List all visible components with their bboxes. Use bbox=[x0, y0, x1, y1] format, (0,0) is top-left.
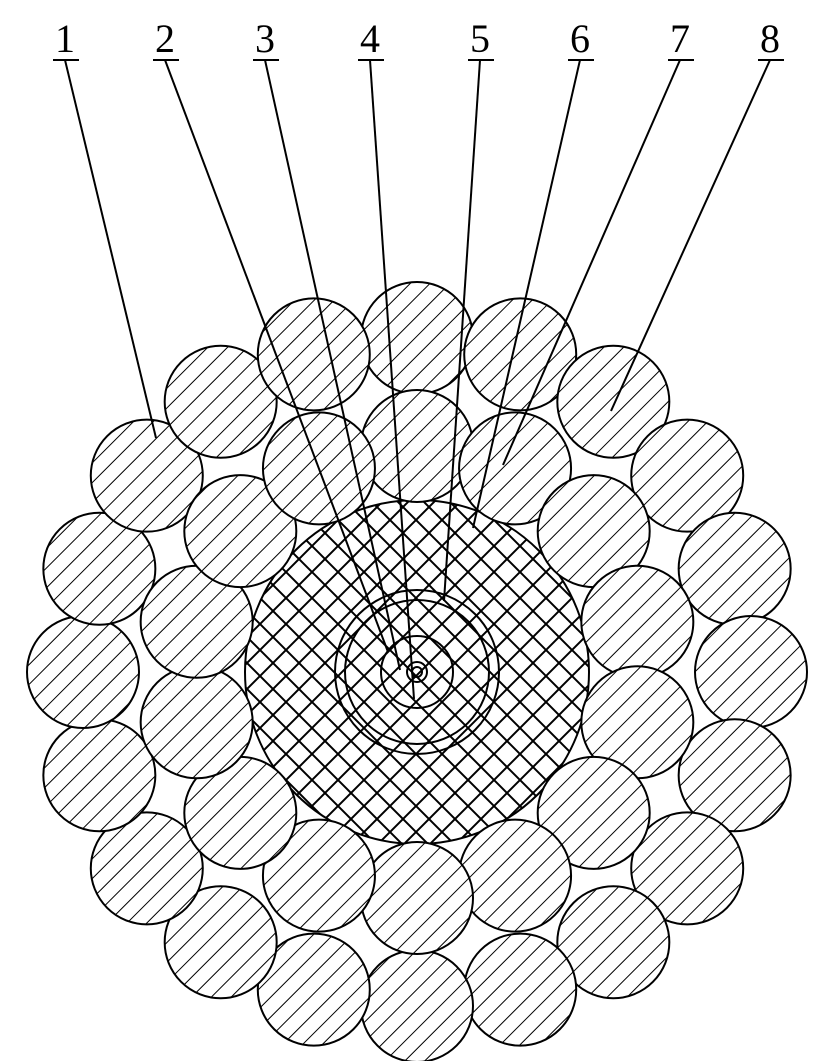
label-1: 1 bbox=[55, 16, 75, 61]
label-3: 3 bbox=[255, 16, 275, 61]
strand bbox=[459, 820, 571, 932]
strand bbox=[258, 298, 370, 410]
label-8: 8 bbox=[760, 16, 780, 61]
label-4: 4 bbox=[360, 16, 380, 61]
strand bbox=[43, 719, 155, 831]
label-2: 2 bbox=[155, 16, 175, 61]
label-7: 7 bbox=[670, 16, 690, 61]
core-circle-3 bbox=[381, 636, 453, 708]
leader-line-1 bbox=[65, 60, 156, 438]
label-5: 5 bbox=[470, 16, 490, 61]
strand bbox=[361, 842, 473, 954]
strand bbox=[679, 513, 791, 625]
label-6: 6 bbox=[570, 16, 590, 61]
strand bbox=[27, 616, 139, 728]
strand bbox=[141, 666, 253, 778]
leader-line-8 bbox=[611, 60, 770, 411]
cross-section-diagram: 1 2 3 4 5 6 7 8 bbox=[0, 0, 835, 1061]
strand bbox=[464, 934, 576, 1046]
strand bbox=[361, 950, 473, 1061]
strand bbox=[361, 282, 473, 394]
strand bbox=[695, 616, 807, 728]
strand bbox=[581, 566, 693, 678]
